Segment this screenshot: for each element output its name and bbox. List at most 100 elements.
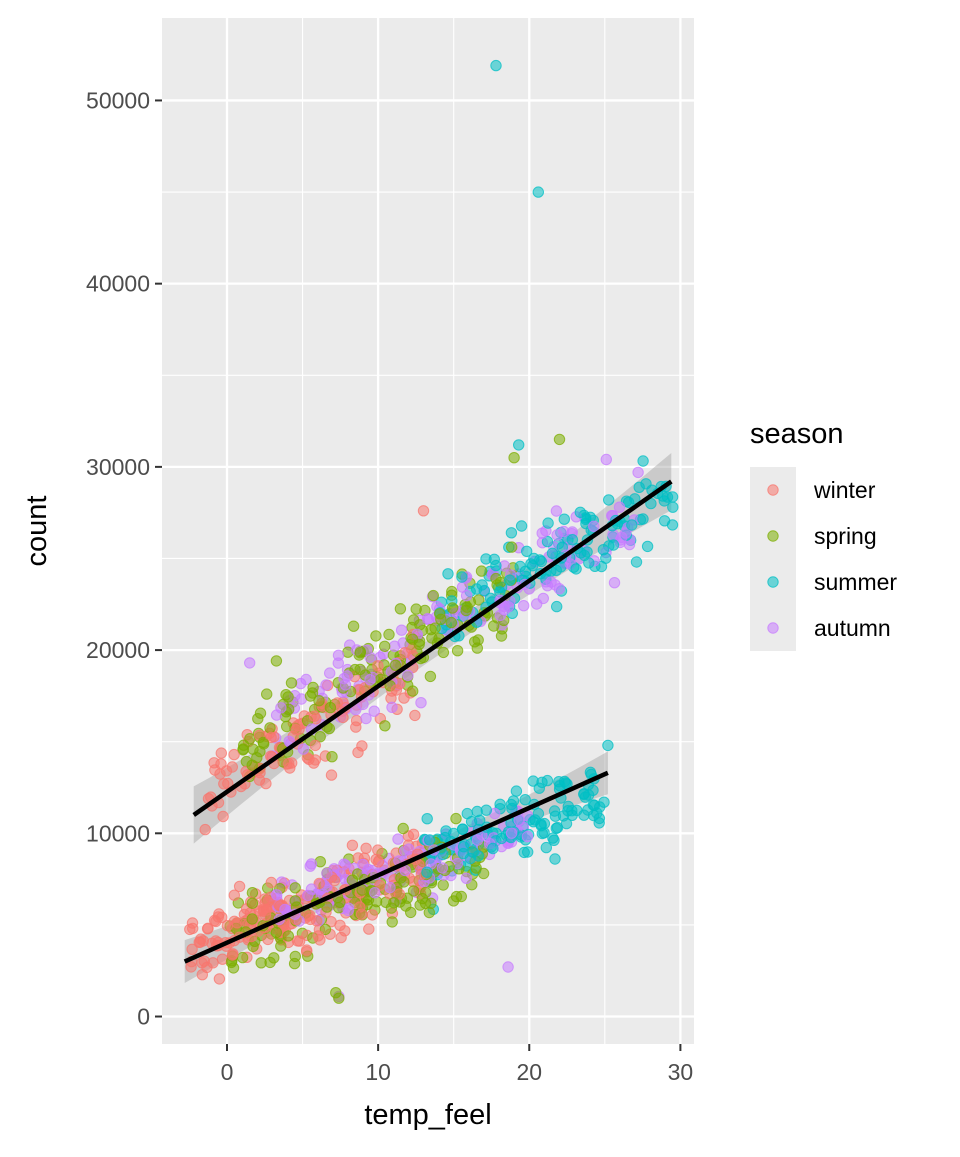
legend-swatch-summer — [767, 576, 779, 588]
point-autumn — [588, 520, 600, 532]
point-autumn — [369, 887, 381, 899]
point-spring — [289, 895, 301, 907]
point-summer — [538, 827, 550, 839]
point-spring — [313, 695, 325, 707]
point-winter — [328, 874, 341, 887]
point-summer — [470, 583, 483, 595]
point-autumn — [498, 604, 510, 616]
point-autumn — [608, 577, 621, 589]
point-winter — [213, 973, 226, 985]
point-summer — [461, 807, 473, 820]
point-autumn — [320, 679, 332, 691]
point-autumn — [415, 697, 427, 709]
point-spring — [354, 663, 366, 676]
point-summer — [494, 798, 506, 810]
point-spring — [285, 677, 298, 689]
point-spring — [264, 956, 276, 969]
point-summer — [518, 846, 530, 859]
point-autumn — [558, 525, 570, 538]
point-spring — [397, 822, 409, 835]
point-winter — [313, 877, 325, 890]
point-summer — [603, 494, 615, 506]
point-summer — [490, 59, 502, 72]
point-spring — [275, 940, 287, 952]
point-spring — [270, 655, 283, 667]
point-summer — [626, 519, 638, 531]
point-spring — [407, 685, 419, 697]
point-spring — [282, 930, 294, 942]
point-winter — [366, 909, 378, 921]
point-winter — [215, 747, 228, 759]
point-autumn — [553, 583, 565, 595]
y-tick-label: 0 — [137, 1004, 150, 1030]
point-spring — [289, 950, 301, 963]
point-spring — [488, 620, 500, 632]
point-summer — [549, 853, 561, 865]
point-spring — [407, 885, 420, 897]
point-autumn — [550, 505, 563, 517]
point-summer — [579, 791, 591, 803]
point-winter — [372, 660, 384, 672]
point-winter — [350, 714, 363, 727]
point-summer — [582, 804, 594, 816]
point-summer — [421, 866, 433, 878]
point-autumn — [632, 466, 644, 479]
point-winter — [217, 810, 229, 823]
point-winter — [221, 919, 234, 932]
y-axis-title: count — [21, 496, 53, 567]
x-tick-label: 20 — [516, 1059, 542, 1085]
point-summer — [505, 527, 518, 539]
point-spring — [388, 897, 400, 909]
point-summer — [513, 439, 525, 451]
point-winter — [417, 505, 430, 517]
point-winter — [265, 731, 277, 744]
point-spring — [306, 687, 319, 699]
point-summer — [521, 545, 533, 557]
point-winter — [283, 757, 295, 770]
point-spring — [246, 887, 259, 899]
point-winter — [372, 856, 385, 868]
point-spring — [314, 731, 326, 743]
point-autumn — [395, 624, 408, 636]
point-spring — [379, 640, 391, 652]
point-autumn — [304, 860, 316, 872]
point-spring — [254, 707, 267, 719]
point-spring — [246, 913, 258, 925]
point-autumn — [392, 833, 404, 845]
point-summer — [560, 817, 573, 830]
point-summer — [495, 832, 508, 845]
legend-swatch-autumn — [767, 622, 779, 634]
x-axis-title: temp_feel — [364, 1099, 491, 1131]
point-winter — [393, 888, 406, 900]
point-winter — [325, 769, 338, 781]
point-autumn — [600, 453, 612, 466]
point-summer — [504, 574, 516, 586]
point-autumn — [338, 672, 350, 685]
point-summer — [472, 850, 484, 862]
point-summer — [658, 515, 671, 527]
point-autumn — [502, 961, 514, 973]
x-axis: 0 10 20 30 — [221, 1044, 693, 1085]
point-summer — [457, 823, 469, 835]
point-winter — [413, 859, 425, 871]
point-spring — [426, 632, 438, 644]
point-winter — [262, 933, 274, 946]
point-summer — [547, 832, 559, 844]
point-autumn — [275, 702, 287, 714]
point-summer — [421, 813, 433, 825]
point-autumn — [342, 904, 354, 917]
point-spring — [347, 620, 360, 632]
point-spring — [450, 812, 462, 825]
point-autumn — [545, 576, 557, 588]
point-spring — [319, 923, 332, 936]
point-spring — [356, 884, 368, 896]
point-spring — [270, 926, 283, 939]
point-summer — [490, 559, 502, 572]
point-spring — [264, 722, 276, 734]
point-spring — [326, 751, 338, 763]
point-spring — [238, 739, 250, 751]
point-summer — [542, 517, 554, 529]
point-summer — [457, 841, 470, 853]
point-autumn — [460, 872, 473, 884]
